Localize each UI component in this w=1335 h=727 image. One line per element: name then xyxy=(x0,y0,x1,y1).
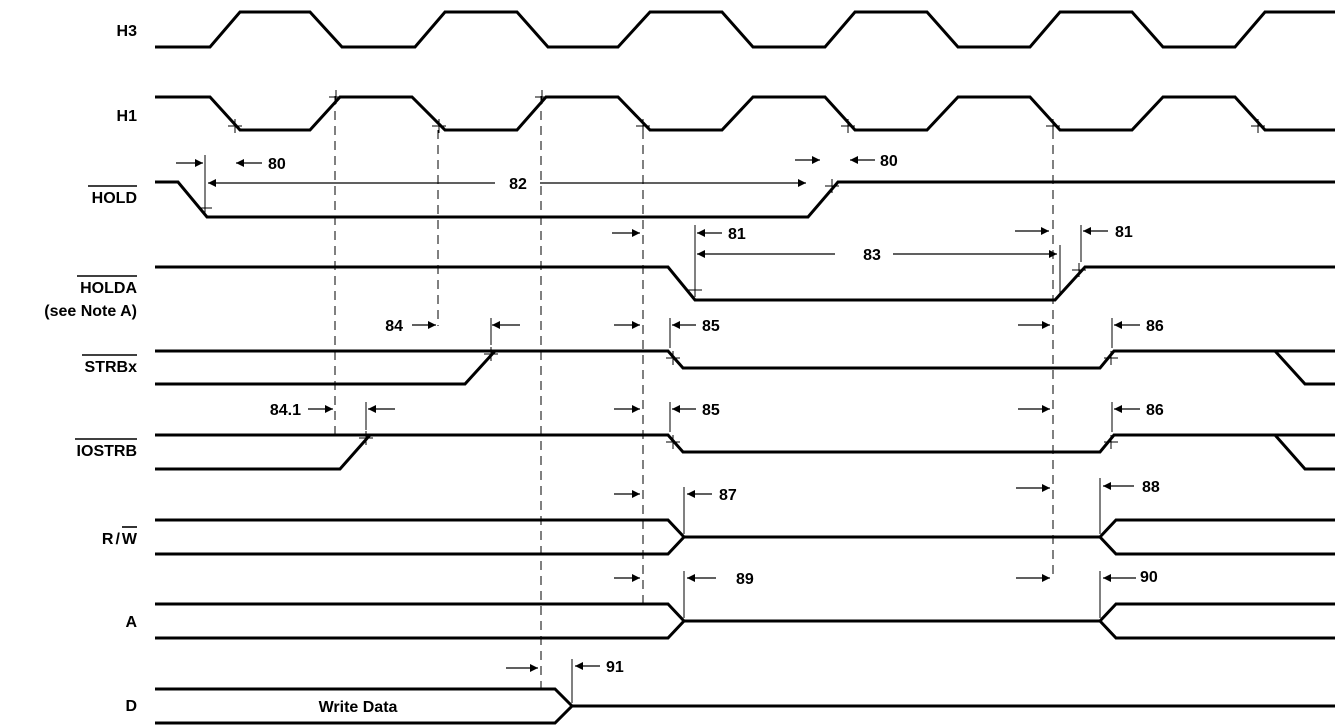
d-timing-markers xyxy=(506,659,600,703)
waveform-d xyxy=(155,687,1335,725)
waveform-holda xyxy=(155,265,1335,302)
strbx-timing-markers xyxy=(412,318,1140,348)
timing-label-80a: 80 xyxy=(268,156,286,173)
iostrb-timing-markers xyxy=(308,402,1140,432)
iostrb-edge-ticks xyxy=(359,431,1118,449)
signal-labels: H3 H1 HOLD HOLDA (see Note A) STRBx IOST… xyxy=(44,23,138,715)
timing-label-85b: 85 xyxy=(702,402,720,419)
timing-label-83: 83 xyxy=(863,247,881,264)
timing-label-90: 90 xyxy=(1140,569,1158,586)
rw-r: R xyxy=(102,531,114,548)
strbx-edge-ticks xyxy=(484,347,1118,365)
timing-label-81a: 81 xyxy=(728,226,746,243)
timing-label-81b: 81 xyxy=(1115,224,1133,241)
data-field-write-data: Write Data xyxy=(319,699,398,716)
signal-label-d: D xyxy=(125,698,137,715)
signal-label-strbx: STRBx xyxy=(85,359,138,376)
signal-label-holda-note: (see Note A) xyxy=(44,303,137,320)
hold-timing-markers xyxy=(176,155,875,205)
a-timing-markers xyxy=(614,571,1136,618)
timing-label-91: 91 xyxy=(606,659,624,676)
rw-timing-markers xyxy=(614,478,1134,534)
timing-label-80b: 80 xyxy=(880,153,898,170)
waveform-strbx-upper xyxy=(155,349,1335,386)
holda-timing-markers xyxy=(612,225,1108,295)
waveform-h1 xyxy=(155,95,1335,132)
signal-label-h1: H1 xyxy=(117,108,138,125)
signal-label-h3: H3 xyxy=(117,23,138,40)
signal-label-a: A xyxy=(125,614,137,631)
waveform-a xyxy=(155,602,1335,640)
rw-w: W xyxy=(122,531,138,548)
timing-label-87: 87 xyxy=(719,487,737,504)
timing-label-86a: 86 xyxy=(1146,318,1164,335)
signal-label-holda: HOLDA xyxy=(80,280,137,297)
signal-label-hold: HOLD xyxy=(92,190,137,207)
signal-label-rw: R / W xyxy=(102,531,138,548)
waveform-h3 xyxy=(155,10,1335,49)
waveform-rw xyxy=(155,518,1335,556)
waveform-strbx-lower xyxy=(155,349,497,386)
reference-lines xyxy=(334,96,1054,690)
waveform-iostrb-upper xyxy=(155,433,1335,471)
holda-edge-ticks xyxy=(688,263,1086,297)
signal-label-iostrb: IOSTRB xyxy=(77,443,137,460)
timing-label-86b: 86 xyxy=(1146,402,1164,419)
h1-edge-ticks xyxy=(228,90,1265,133)
rw-slash: / xyxy=(115,531,120,548)
waveform-hold xyxy=(155,180,1335,219)
timing-label-85a: 85 xyxy=(702,318,720,335)
timing-label-82: 82 xyxy=(509,176,527,193)
waveform-iostrb-lower xyxy=(155,434,372,471)
timing-label-84-1: 84.1 xyxy=(270,402,301,419)
timing-label-84: 84 xyxy=(385,318,403,335)
timing-label-89: 89 xyxy=(736,571,754,588)
hold-edge-ticks xyxy=(198,179,839,215)
timing-label-88: 88 xyxy=(1142,479,1160,496)
